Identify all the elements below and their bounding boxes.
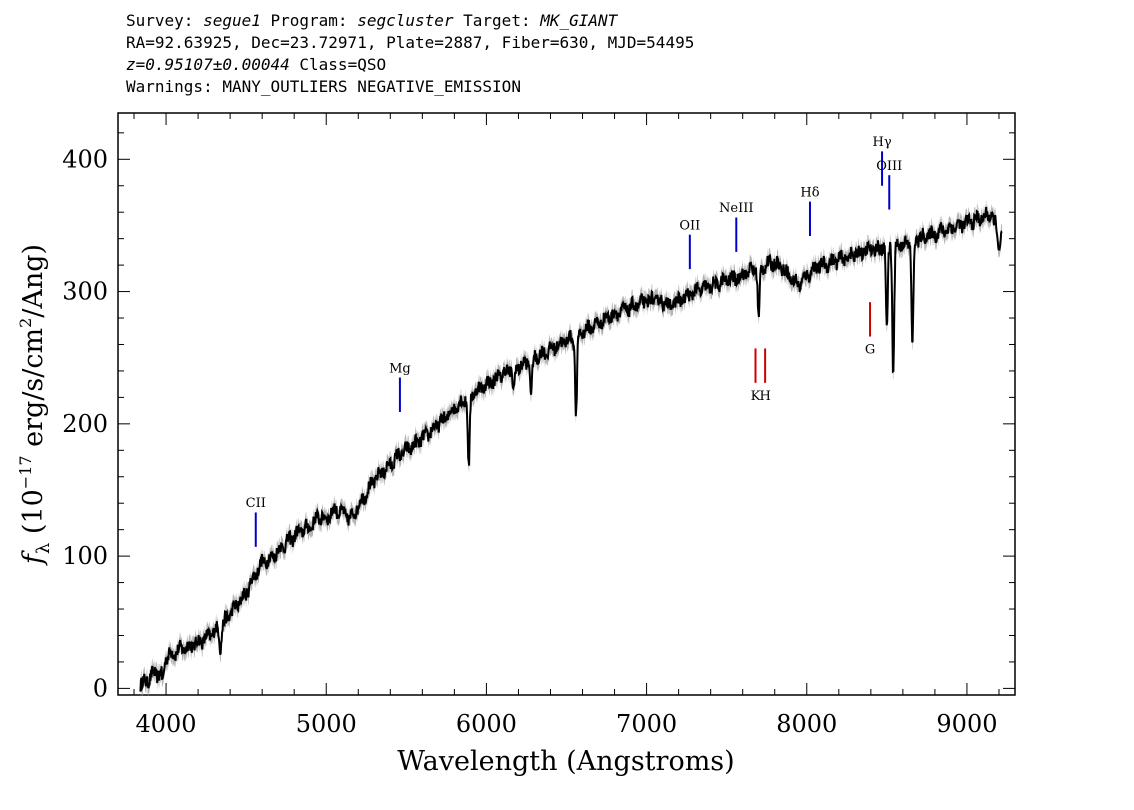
spectrum-line	[139, 206, 1003, 693]
plot-frame	[117, 112, 1016, 696]
class-value: Class=QSO	[289, 55, 387, 74]
program-value: segcluster	[357, 11, 454, 30]
y-axis-title: fλ (10−17 erg/s/cm2/Ang)	[16, 244, 54, 566]
x-tick-label: 7000	[616, 710, 677, 738]
spectrum-series	[139, 206, 1003, 693]
marker-h-label: Hδ	[800, 185, 819, 200]
spectrum-header: Survey: segue1 Program: segcluster Targe…	[126, 10, 694, 98]
header-line-coordinates: RA=92.63925, Dec=23.72971, Plate=2887, F…	[126, 33, 695, 52]
target-label: Target:	[453, 11, 541, 30]
x-axis-title: Wavelength (Angstroms)	[397, 746, 734, 777]
y-axis-title-lambda: λ	[33, 543, 54, 554]
marker-h-label: H	[759, 389, 770, 404]
marker-k-label: K	[751, 389, 761, 404]
y-tick-label: 100	[62, 542, 108, 570]
error-band	[140, 199, 1002, 700]
y-axis-title-part3: /Ang)	[18, 244, 49, 318]
x-tick-label: 6000	[456, 710, 517, 738]
x-tick-label: 8000	[776, 710, 837, 738]
marker-oiii-label: OIII	[876, 159, 902, 174]
survey-value: segue1	[203, 11, 261, 30]
header-line-redshift: z=0.95107±0.00044 Class=QSO	[126, 54, 694, 76]
y-axis-title-f: f	[18, 550, 49, 566]
redshift-value: z=0.95107±0.00044	[126, 55, 290, 74]
marker-neiii-label: NeIII	[719, 201, 753, 216]
header-line-survey: Survey: segue1 Program: segcluster Targe…	[126, 10, 694, 32]
target-value: MK_GIANT	[540, 11, 618, 30]
program-label: Program:	[260, 11, 358, 30]
marker-h-label: Hγ	[872, 135, 891, 150]
y-axis-title-part2: erg/s/cm	[18, 328, 49, 456]
x-tick-labels: 4000 5000 6000 7000 8000 9000	[136, 710, 998, 738]
header-line-warnings: Warnings: MANY_OUTLIERS NEGATIVE_EMISSIO…	[126, 77, 521, 96]
y-axis-title-exp1: −17	[16, 455, 35, 489]
line-markers: CII Mg OII NeIII Hδ Hγ OIII K H G	[246, 135, 902, 547]
y-axis-title-exp2: 2	[16, 318, 35, 328]
y-axis-title-part1: (10	[18, 489, 49, 542]
y-tick-label: 300	[62, 278, 108, 306]
y-tick-label: 400	[62, 145, 108, 173]
y-tick-labels: 0 100 200 300 400	[62, 145, 108, 702]
marker-mg-label: Mg	[389, 361, 411, 376]
survey-label: Survey:	[126, 11, 204, 30]
y-tick-label: 200	[62, 410, 108, 438]
x-tick-label: 4000	[136, 710, 197, 738]
x-tick-label: 9000	[936, 710, 997, 738]
marker-g-label: G	[865, 343, 875, 358]
axis-ticks	[118, 113, 1015, 695]
marker-cii-label: CII	[246, 496, 266, 511]
marker-oii-label: OII	[679, 218, 700, 233]
error-band-area	[140, 199, 1002, 700]
y-tick-label: 0	[93, 674, 108, 702]
x-tick-label: 5000	[296, 710, 357, 738]
